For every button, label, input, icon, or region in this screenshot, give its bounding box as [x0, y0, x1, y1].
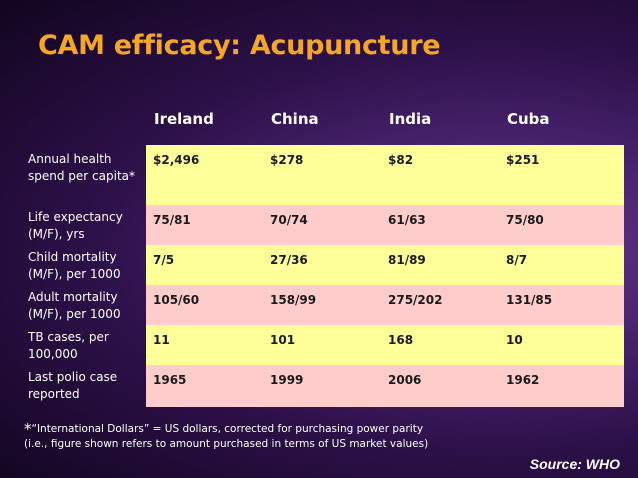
- row-label-life-expectancy: Life expectancy (M/F), yrs: [28, 210, 123, 241]
- table-row: 75/81 70/74 61/63 75/80: [146, 205, 624, 245]
- table-row: 105/60 158/99 275/202 131/85: [146, 285, 624, 325]
- table-cell: 275/202: [388, 293, 443, 307]
- table-cell: 11: [153, 333, 170, 347]
- column-header-ireland: Ireland: [154, 110, 214, 128]
- table-cell: 10: [506, 333, 523, 347]
- table-row: 7/5 27/36 81/89 8/7: [146, 245, 624, 285]
- table-cell: 81/89: [388, 253, 426, 267]
- row-label-health-spend: Annual health spend per capita*: [28, 152, 135, 183]
- table-cell: 75/81: [153, 213, 191, 227]
- table-row: $2,496 $278 $82 $251: [146, 145, 624, 205]
- table-cell: 1965: [153, 373, 187, 387]
- column-header-cuba: Cuba: [507, 110, 550, 128]
- table-cell: 61/63: [388, 213, 426, 227]
- table-cell: 101: [270, 333, 296, 347]
- footnote-line-1: *“International Dollars” = US dollars, c…: [24, 420, 504, 438]
- table-cell: 1999: [270, 373, 304, 387]
- table-cell: 105/60: [153, 293, 200, 307]
- footnote-text-1: “International Dollars” = US dollars, co…: [31, 423, 424, 435]
- row-label-polio: Last polio case reported: [28, 370, 118, 401]
- table-cell: 7/5: [153, 253, 175, 267]
- table-cell: 168: [388, 333, 414, 347]
- table-row: 11 101 168 10: [146, 325, 624, 365]
- table-cell: 1962: [506, 373, 540, 387]
- row-label-child-mortality: Child mortality (M/F), per 1000: [28, 250, 121, 281]
- table-cell: $82: [388, 153, 414, 167]
- table-cell: 27/36: [270, 253, 308, 267]
- table-cell: 131/85: [506, 293, 553, 307]
- table-cell: $2,496: [153, 153, 200, 167]
- table-cell: 70/74: [270, 213, 308, 227]
- footnote-line-2: (i.e., figure shown refers to amount pur…: [24, 438, 429, 450]
- table-cell: $251: [506, 153, 540, 167]
- table-cell: $278: [270, 153, 304, 167]
- footnote-star: *: [24, 420, 32, 438]
- table-cell: 8/7: [506, 253, 528, 267]
- table-cell: 75/80: [506, 213, 544, 227]
- source-credit: Source: WHO: [529, 456, 620, 472]
- row-label-adult-mortality: Adult mortality (M/F), per 1000: [28, 290, 121, 321]
- table-cell: 158/99: [270, 293, 317, 307]
- table-cell: 2006: [388, 373, 422, 387]
- slide-title: CAM efficacy: Acupuncture: [38, 30, 441, 61]
- column-header-china: China: [271, 110, 319, 128]
- table-row: 1965 1999 2006 1962: [146, 365, 624, 407]
- column-header-india: India: [389, 110, 432, 128]
- row-label-tb-cases: TB cases, per 100,000: [28, 330, 109, 361]
